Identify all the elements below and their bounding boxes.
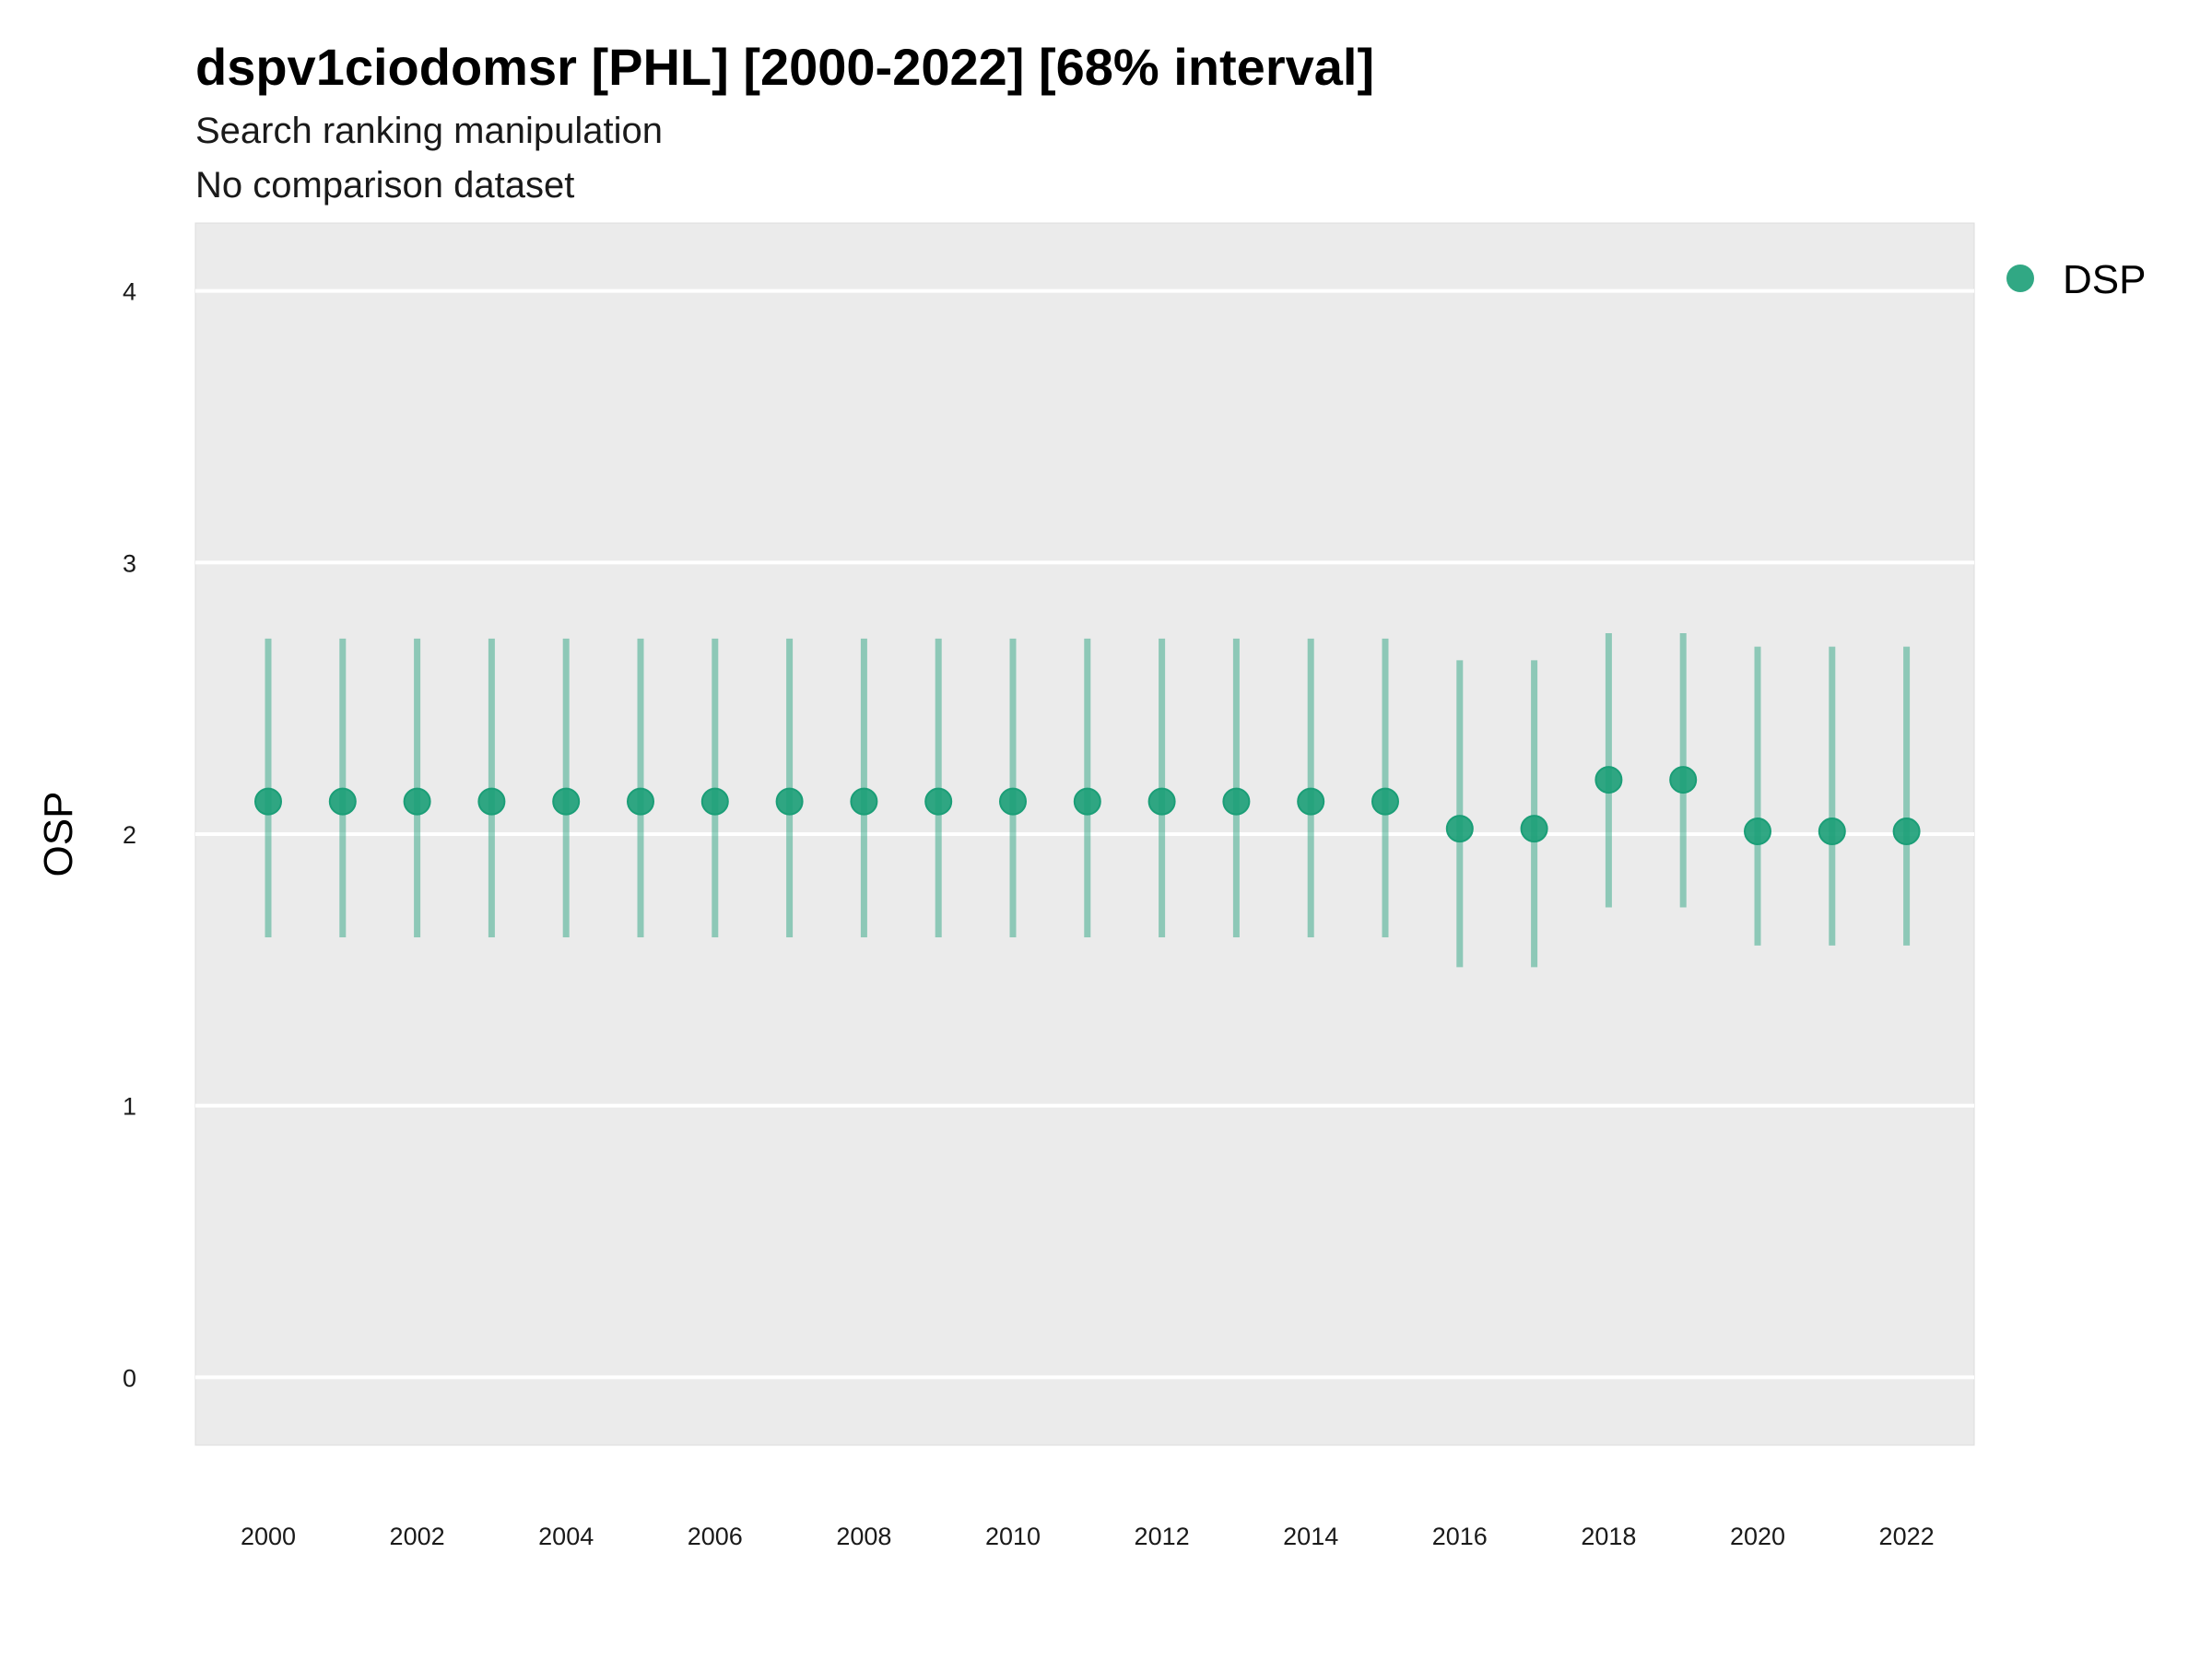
- x-tick-label: 2008: [836, 1523, 891, 1550]
- legend: DSP: [2006, 257, 2146, 302]
- x-axis-ticks: 2000 2002 2004 2006 2008 2010 2012 2014 2016 2018…: [241, 1523, 1935, 1550]
- chart-caption: No comparison dataset: [195, 165, 574, 206]
- data-point: [254, 787, 282, 816]
- data-point: [328, 787, 357, 816]
- x-tick-label: 2020: [1730, 1523, 1785, 1550]
- data-point: [1744, 818, 1771, 846]
- data-point: [775, 787, 804, 816]
- x-tick-label: 2004: [538, 1523, 594, 1550]
- y-axis-ticks: 0 1 2 3 4: [123, 278, 136, 1393]
- data-point: [999, 787, 1027, 816]
- x-tick-label: 2016: [1432, 1523, 1488, 1550]
- data-point: [924, 787, 953, 816]
- x-tick-label: 2006: [688, 1523, 743, 1550]
- data-points: [254, 766, 1921, 846]
- x-tick-label: 2010: [985, 1523, 1041, 1550]
- x-tick-label: 2014: [1283, 1523, 1338, 1550]
- data-point: [1669, 766, 1698, 794]
- x-tick-label: 2018: [1581, 1523, 1636, 1550]
- data-point: [700, 787, 729, 816]
- chart-subtitle: Search ranking manipulation: [195, 111, 663, 151]
- data-point: [1222, 787, 1251, 816]
- y-tick-label: 1: [123, 1093, 136, 1121]
- data-point: [1147, 787, 1176, 816]
- x-tick-label: 2022: [1879, 1523, 1935, 1550]
- data-point: [1371, 787, 1399, 816]
- data-point: [1892, 818, 1921, 846]
- data-point: [627, 787, 654, 816]
- y-tick-label: 0: [123, 1364, 136, 1392]
- y-axis-title: OSP: [36, 792, 81, 877]
- chart-title: dspv1ciodomsr [PHL] [2000-2022] [68% int…: [195, 38, 1374, 96]
- data-point: [403, 787, 431, 816]
- data-point: [1594, 766, 1623, 794]
- data-point: [552, 787, 581, 816]
- grid-lines: [195, 288, 1974, 1380]
- data-point: [1520, 815, 1548, 843]
- y-tick-label: 2: [123, 821, 136, 849]
- x-tick-label: 2002: [390, 1523, 445, 1550]
- data-point: [850, 787, 878, 816]
- y-tick-label: 3: [123, 549, 136, 577]
- legend-label-dsp: DSP: [2063, 257, 2146, 302]
- data-point: [477, 787, 506, 816]
- x-tick-label: 2012: [1135, 1523, 1190, 1550]
- data-point: [1297, 787, 1325, 816]
- data-point: [1073, 787, 1101, 816]
- data-point: [1445, 815, 1474, 843]
- legend-swatch-dsp: [2006, 265, 2034, 292]
- y-tick-label: 4: [123, 278, 136, 306]
- data-point: [1818, 818, 1846, 846]
- x-tick-label: 2000: [241, 1523, 296, 1550]
